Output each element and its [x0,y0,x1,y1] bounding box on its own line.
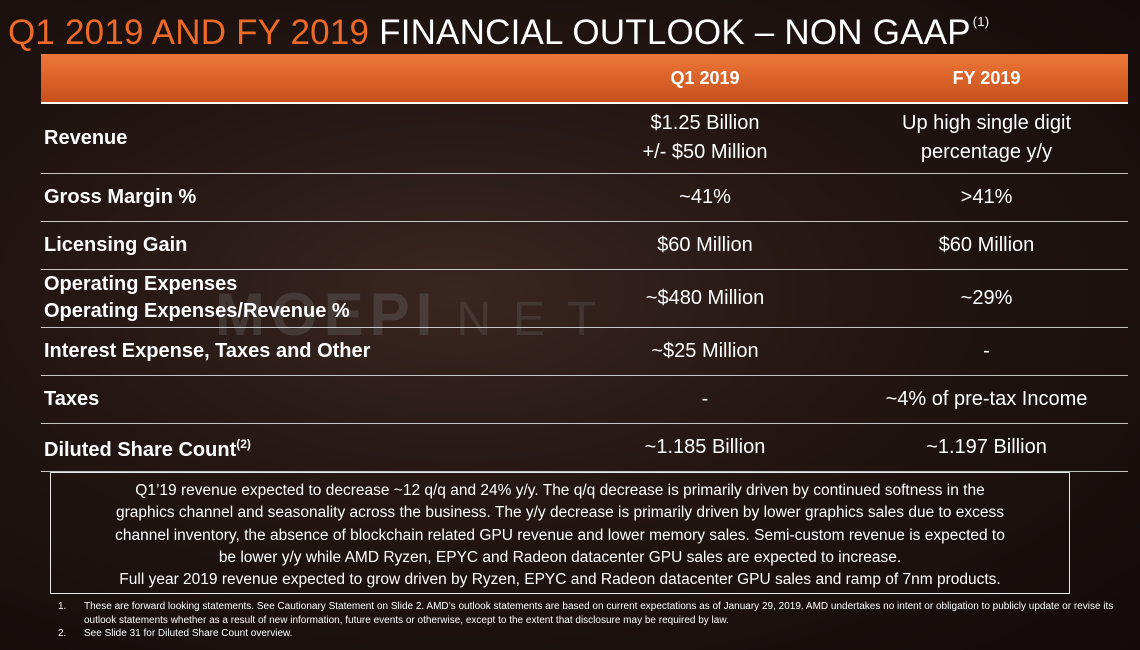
footnotes: 1. These are forward looking statements.… [58,600,1118,641]
q1-value: $1.25 Billion +/- $50 Million [565,103,845,174]
fy-value: ~29% [845,269,1128,328]
table-row-gross-margin: Gross Margin % ~41% >41% [41,173,1128,222]
q1-value: ~1.185 Billion [565,423,845,472]
fy-value: Up high single digit percentage y/y [845,103,1128,174]
commentary-line: Full year 2019 revenue expected to grow … [119,571,1001,589]
row-label-line: Revenue [44,126,128,149]
title-main: FINANCIAL OUTLOOK – NON GAAP [379,13,971,52]
footnote-number: 1. [58,601,67,612]
row-label: Operating Expenses Operating Expenses/Rev… [41,269,565,328]
row-label-line: Operating Expenses/Revenue % [44,300,350,322]
fy-value: $60 Million [845,221,1128,270]
footnote-text: These are forward looking statements. Se… [84,601,1114,626]
q1-value: ~41% [565,173,845,222]
fy-value: - [845,327,1128,376]
table-row-revenue: Revenue $1.25 Billion +/- $50 Million Up … [41,103,1128,174]
q1-value: ~$25 Million [565,327,845,376]
commentary-line: Q1’19 revenue expected to decrease ~12 q… [135,482,985,499]
fy-value: >41% [845,173,1128,222]
header-fy-2019: FY 2019 [845,54,1128,104]
q1-value-line: $1.25 Billion [650,112,760,135]
row-label: Gross Margin % [41,173,565,222]
q1-value-line: +/- $50 Million [642,141,768,164]
row-label: Diluted Share Count(2) [41,423,565,472]
commentary-line: channel inventory, the absence of blockc… [115,526,1005,544]
table-row-diluted-share-count: Diluted Share Count(2) ~1.185 Billion ~1… [41,423,1128,472]
fy-value-line: percentage y/y [920,141,1053,164]
row-label: Taxes [41,375,565,424]
header-blank [41,54,565,104]
row-label: Revenue [41,103,565,174]
fy-value: ~4% of pre-tax Income [845,375,1128,424]
q1-value: $60 Million [565,221,845,270]
q1-value: - [565,375,845,424]
header-q1-2019: Q1 2019 [565,54,845,104]
title-period: Q1 2019 AND FY 2019 [8,13,370,52]
slide-title: Q1 2019 AND FY 2019 FINANCIAL OUTLOOK – … [8,0,990,52]
title-footnote-ref: (1) [972,14,990,29]
table-row-interest-expense: Interest Expense, Taxes and Other ~$25 M… [41,327,1128,376]
table-row-operating-expenses: Operating Expenses Operating Expenses/Rev… [41,269,1128,328]
revenue-commentary-box: Q1’19 revenue expected to decrease ~12 q… [50,472,1070,594]
footnote-ref: (2) [236,436,251,451]
table-header-row: Q1 2019 FY 2019 [41,54,1128,104]
row-label-line: Operating Expenses [44,273,238,295]
q1-value: ~$480 Million [565,269,845,328]
table-row-licensing-gain: Licensing Gain $60 Million $60 Million [41,221,1128,270]
footnote-text: See Slide 31 for Diluted Share Count ove… [84,628,293,639]
footnote-item: 2. See Slide 31 for Diluted Share Count … [58,627,1118,641]
row-label: Interest Expense, Taxes and Other [41,327,565,376]
table-row-taxes: Taxes - ~4% of pre-tax Income [41,375,1128,424]
outlook-table: Q1 2019 FY 2019 Revenue $1.25 Billion +/-… [41,54,1128,472]
row-label: Licensing Gain [41,221,565,270]
footnote-number: 2. [58,628,67,639]
footnote-item: 1. These are forward looking statements.… [58,600,1118,627]
row-label-text: Diluted Share Count [44,438,237,461]
fy-value-line: Up high single digit [902,112,1071,135]
fy-value: ~1.197 Billion [845,423,1128,472]
commentary-line: graphics channel and seasonality across … [116,504,1004,522]
commentary-line: be lower y/y while AMD Ryzen, EPYC and R… [218,548,902,566]
